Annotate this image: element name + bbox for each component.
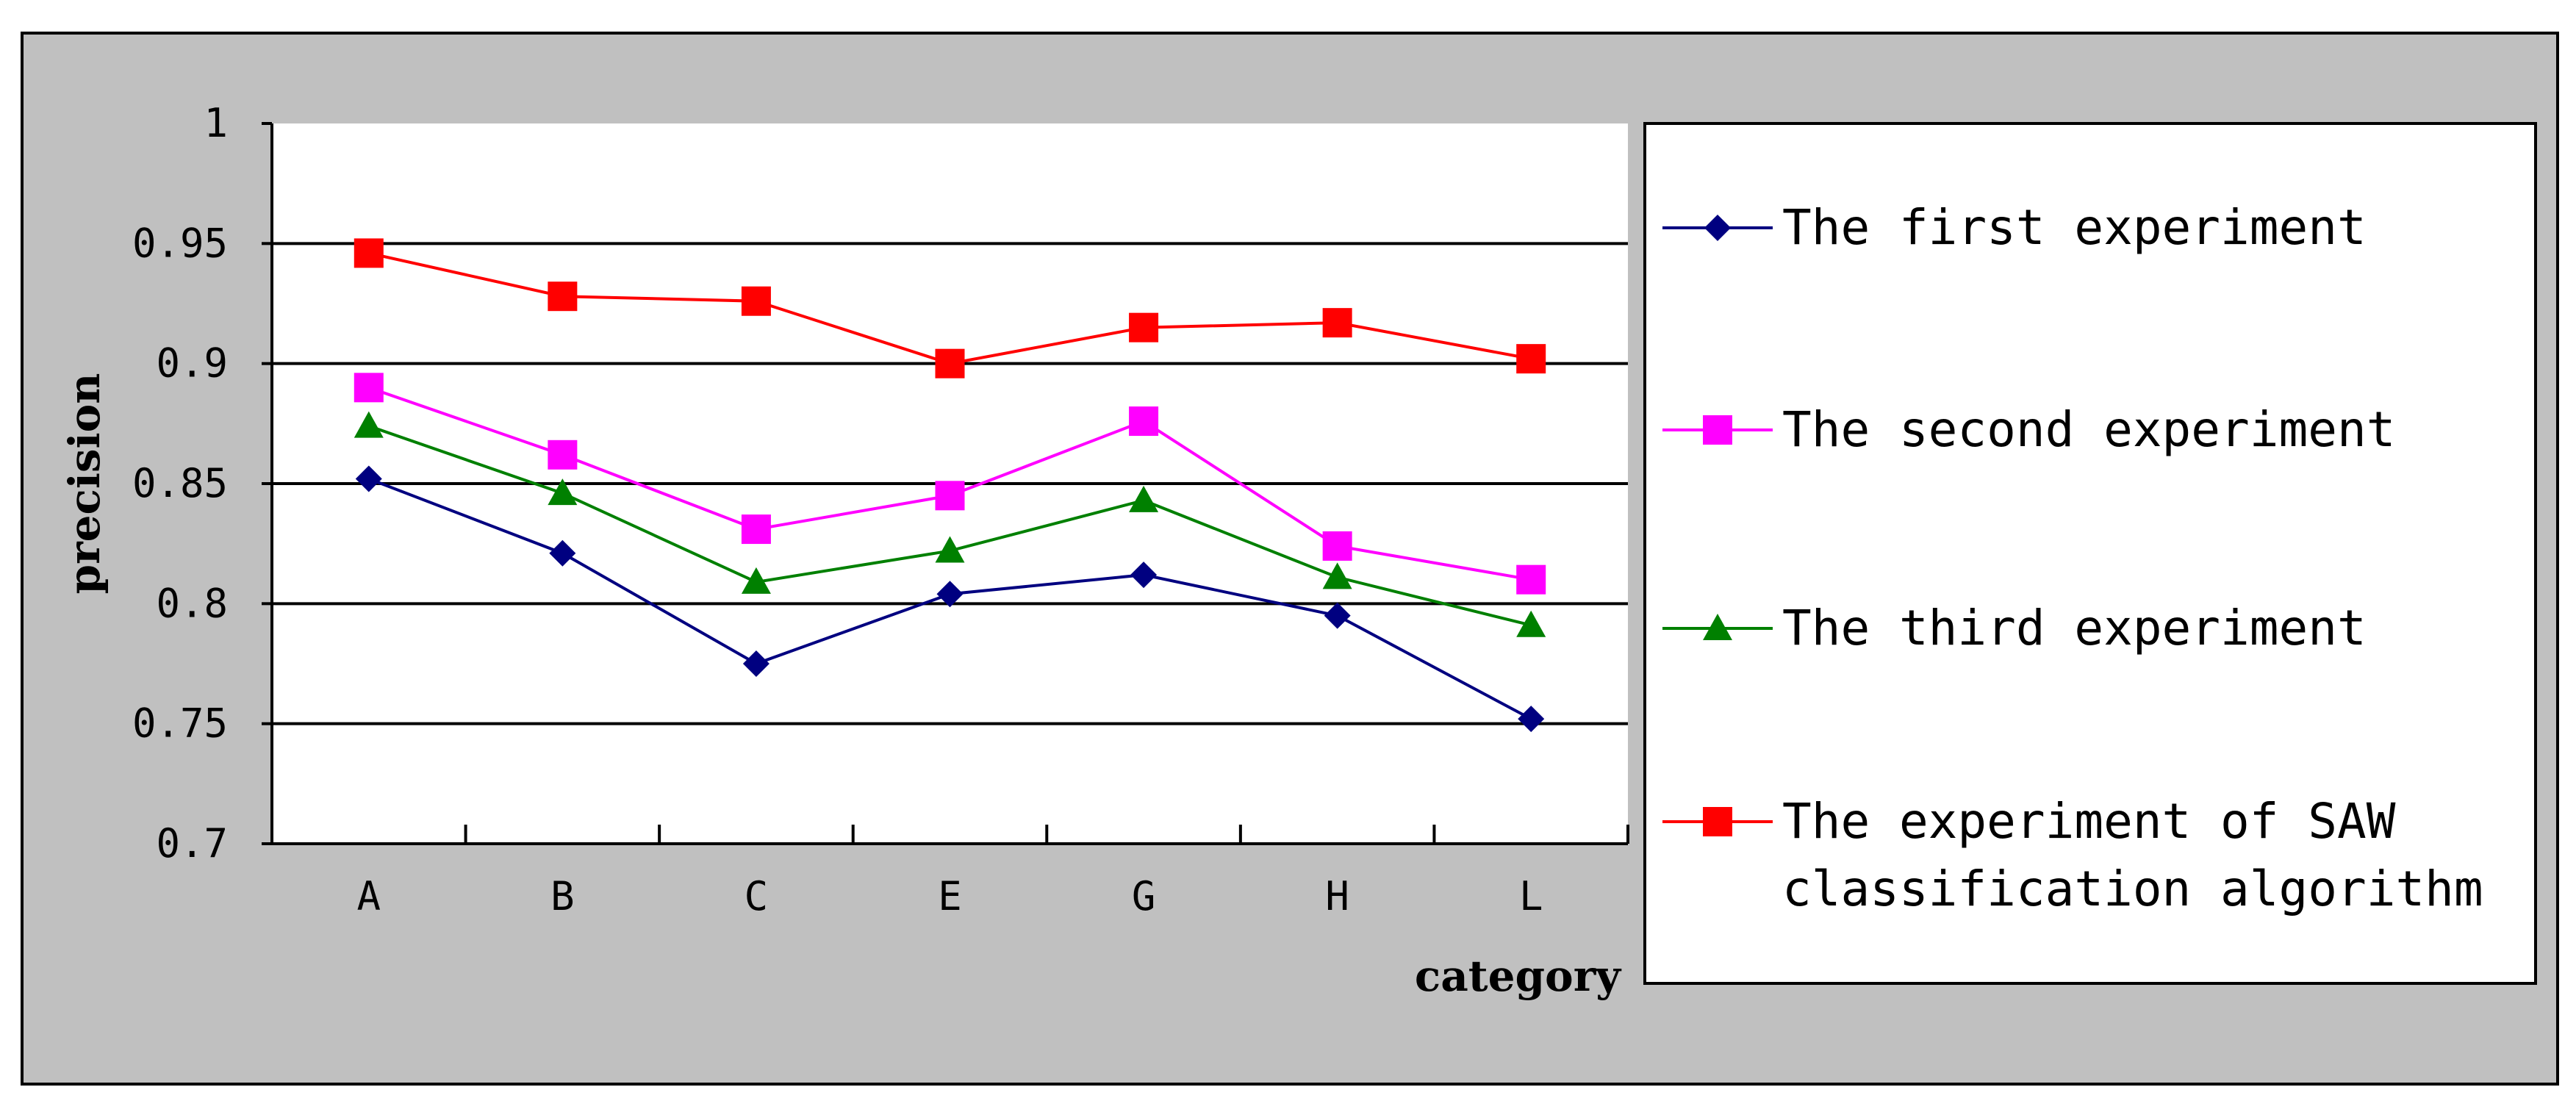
axes (262, 122, 1629, 845)
legend-swatch-marker (1703, 614, 1732, 640)
y-tick-label: 0.85 (132, 460, 228, 506)
data-point (1324, 602, 1351, 629)
data-point (1518, 706, 1545, 733)
x-axis-title: category (1415, 951, 1622, 1001)
y-tick-label: 0.7 (156, 820, 228, 867)
data-point (742, 650, 769, 677)
legend-entry: The second experiment (1662, 401, 2395, 458)
data-point (741, 286, 771, 316)
data-point (548, 281, 578, 312)
x-tick-label: C (745, 873, 769, 919)
data-point (1130, 562, 1158, 589)
data-point (1516, 564, 1546, 595)
legend-label: classification algorithm (1782, 861, 2483, 917)
legend-entry: The experiment of SAW classification algo… (1662, 793, 2483, 917)
y-axis-title: precision (60, 373, 110, 595)
legend-swatch-marker (1704, 215, 1731, 241)
data-point (1322, 562, 1352, 589)
x-tick-label: B (550, 873, 575, 919)
legend-swatch-marker (1703, 807, 1732, 836)
data-point (741, 567, 771, 594)
legend-label: The experiment of SAW (1782, 793, 2396, 850)
data-point (354, 373, 384, 403)
data-point (548, 478, 578, 506)
data-point (935, 536, 965, 563)
x-tick-label: L (1519, 873, 1543, 919)
data-point (1516, 344, 1546, 374)
data-point (1129, 485, 1159, 512)
legend-entry: The third experiment (1662, 600, 2367, 656)
tick-labels: 0.7 0.75 0.8 0.85 0.9 0.95 1 A B C E G H L (132, 100, 1543, 919)
legend-box (1643, 122, 2537, 985)
series-3 (354, 411, 1546, 637)
data-point (741, 514, 771, 545)
x-tick-label: H (1325, 873, 1349, 919)
data-point (1129, 312, 1159, 342)
data-point (354, 411, 384, 438)
y-tick-label: 0.8 (156, 580, 228, 626)
data-point (549, 539, 576, 567)
data-point (1322, 531, 1352, 561)
legend-label: The second experiment (1782, 401, 2395, 458)
data-point (1516, 610, 1546, 637)
legend-label: The first experiment (1782, 199, 2367, 256)
series-4 (354, 238, 1546, 379)
x-tick-label: A (357, 873, 381, 919)
data-point (354, 238, 384, 268)
y-tick-label: 0.9 (156, 340, 228, 387)
data-point (935, 481, 965, 511)
data-point (1129, 406, 1159, 437)
x-tick-label: E (938, 873, 962, 919)
data-point (355, 465, 382, 492)
y-tick-label: 1 (204, 100, 228, 146)
series-2 (354, 373, 1546, 595)
legend-swatch-marker (1703, 415, 1732, 445)
y-tick-label: 0.75 (132, 700, 228, 747)
series-1 (355, 465, 1545, 733)
y-tick-label: 0.95 (132, 220, 228, 266)
data-point (1322, 308, 1352, 338)
data-point (936, 581, 964, 608)
data-point (935, 348, 965, 379)
legend-entry: The first experiment (1662, 199, 2367, 256)
legend-label: The third experiment (1782, 600, 2367, 656)
series (354, 238, 1546, 733)
x-tick-label: G (1132, 873, 1156, 919)
data-point (548, 440, 578, 470)
legend: The first experiment The second experimen… (1643, 122, 2537, 985)
